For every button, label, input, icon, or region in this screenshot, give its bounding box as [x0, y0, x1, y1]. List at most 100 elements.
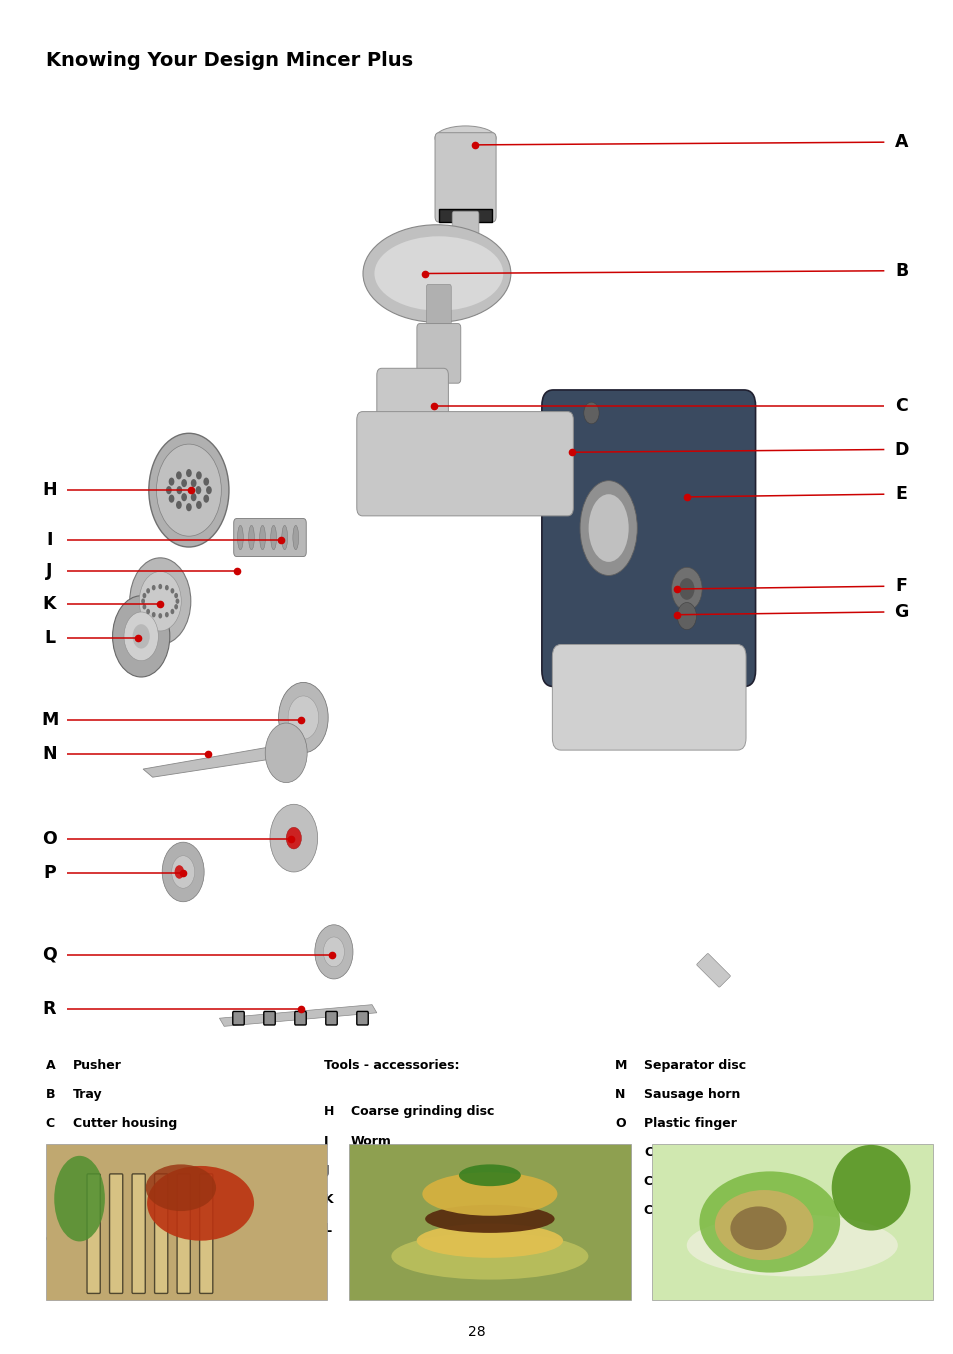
Ellipse shape — [259, 525, 265, 550]
Circle shape — [169, 478, 174, 486]
Circle shape — [166, 486, 172, 494]
FancyBboxPatch shape — [376, 368, 448, 474]
Circle shape — [172, 856, 194, 888]
Circle shape — [176, 486, 182, 494]
Circle shape — [162, 842, 204, 902]
Text: M: M — [615, 1059, 627, 1072]
FancyBboxPatch shape — [263, 1011, 274, 1025]
Ellipse shape — [458, 1164, 520, 1186]
Circle shape — [156, 444, 221, 536]
Text: D: D — [893, 440, 908, 459]
FancyBboxPatch shape — [46, 1144, 327, 1300]
Circle shape — [142, 604, 146, 609]
Text: Coarse grinding disc: Coarse grinding disc — [351, 1105, 494, 1118]
Ellipse shape — [831, 1145, 909, 1231]
Circle shape — [265, 723, 307, 783]
Circle shape — [171, 588, 174, 593]
Text: Cutter housing: Cutter housing — [72, 1117, 176, 1131]
Ellipse shape — [686, 1215, 897, 1277]
Circle shape — [152, 612, 155, 617]
Text: R: R — [43, 999, 56, 1018]
Text: Fine grinding disc: Fine grinding disc — [351, 1193, 476, 1206]
Ellipse shape — [293, 525, 298, 550]
Circle shape — [203, 494, 209, 502]
Text: J: J — [324, 1163, 329, 1177]
Circle shape — [278, 682, 328, 753]
Ellipse shape — [374, 237, 503, 310]
Text: F: F — [895, 577, 906, 596]
Text: Motor housing: Motor housing — [72, 1175, 173, 1189]
FancyBboxPatch shape — [199, 1174, 213, 1293]
Text: L: L — [44, 628, 55, 647]
Polygon shape — [143, 747, 276, 777]
Text: N: N — [615, 1089, 625, 1101]
Circle shape — [191, 479, 196, 487]
Circle shape — [583, 402, 598, 424]
Circle shape — [152, 585, 155, 590]
Text: P: P — [615, 1145, 624, 1159]
Text: Q: Q — [42, 945, 57, 964]
Text: L: L — [324, 1221, 332, 1235]
Text: H: H — [324, 1105, 335, 1118]
Circle shape — [158, 613, 162, 619]
Text: Sausage horn: Sausage horn — [643, 1089, 740, 1101]
FancyBboxPatch shape — [541, 390, 755, 686]
Text: B: B — [894, 261, 907, 280]
Circle shape — [288, 696, 318, 739]
FancyBboxPatch shape — [356, 412, 573, 516]
Ellipse shape — [730, 1206, 786, 1250]
Circle shape — [165, 612, 169, 617]
FancyBboxPatch shape — [356, 1011, 368, 1025]
Circle shape — [286, 827, 301, 849]
Circle shape — [174, 865, 184, 879]
Text: K: K — [43, 594, 56, 613]
Text: G: G — [893, 603, 908, 621]
Circle shape — [186, 504, 192, 512]
FancyBboxPatch shape — [110, 1174, 123, 1293]
Circle shape — [141, 598, 145, 604]
Text: Pusher: Pusher — [72, 1059, 121, 1072]
Text: Screw ring: Screw ring — [351, 1221, 425, 1235]
Text: Knowing Your Design Mincer Plus: Knowing Your Design Mincer Plus — [46, 51, 413, 70]
Circle shape — [146, 609, 150, 615]
Circle shape — [195, 486, 201, 494]
Text: A: A — [46, 1059, 55, 1072]
Text: E: E — [46, 1175, 54, 1189]
Text: A: A — [894, 133, 907, 152]
Text: J: J — [47, 562, 52, 581]
Text: I: I — [324, 1135, 329, 1148]
Ellipse shape — [237, 525, 243, 550]
Text: B: B — [46, 1089, 55, 1101]
Text: Tray: Tray — [72, 1089, 102, 1101]
Circle shape — [158, 584, 162, 589]
Ellipse shape — [146, 1164, 215, 1210]
Text: D: D — [46, 1145, 56, 1159]
Text: H: H — [42, 481, 57, 500]
FancyBboxPatch shape — [435, 133, 496, 222]
Circle shape — [206, 486, 212, 494]
FancyBboxPatch shape — [416, 324, 460, 383]
Circle shape — [112, 596, 170, 677]
Ellipse shape — [588, 494, 628, 562]
Text: Q: Q — [615, 1175, 625, 1189]
Text: Release button: Release button — [72, 1145, 179, 1159]
Circle shape — [139, 571, 181, 631]
Text: M: M — [41, 711, 58, 730]
FancyBboxPatch shape — [294, 1011, 306, 1025]
FancyBboxPatch shape — [233, 1011, 244, 1025]
Text: O: O — [42, 830, 57, 849]
Ellipse shape — [391, 1233, 588, 1280]
Circle shape — [671, 567, 701, 611]
Circle shape — [679, 578, 694, 600]
Circle shape — [142, 593, 146, 598]
Circle shape — [149, 433, 229, 547]
Ellipse shape — [54, 1156, 105, 1242]
Text: Cookie former: Cookie former — [643, 1205, 742, 1217]
Text: Plastic finger: Plastic finger — [643, 1117, 736, 1131]
Text: Reverse button (REV): Reverse button (REV) — [72, 1205, 224, 1217]
Circle shape — [196, 471, 202, 479]
FancyBboxPatch shape — [132, 1174, 145, 1293]
Text: Tools - accessories:: Tools - accessories: — [324, 1059, 459, 1072]
Text: Cookie attachment: Cookie attachment — [643, 1175, 776, 1189]
Text: Cutter blade: Cutter blade — [351, 1163, 438, 1177]
